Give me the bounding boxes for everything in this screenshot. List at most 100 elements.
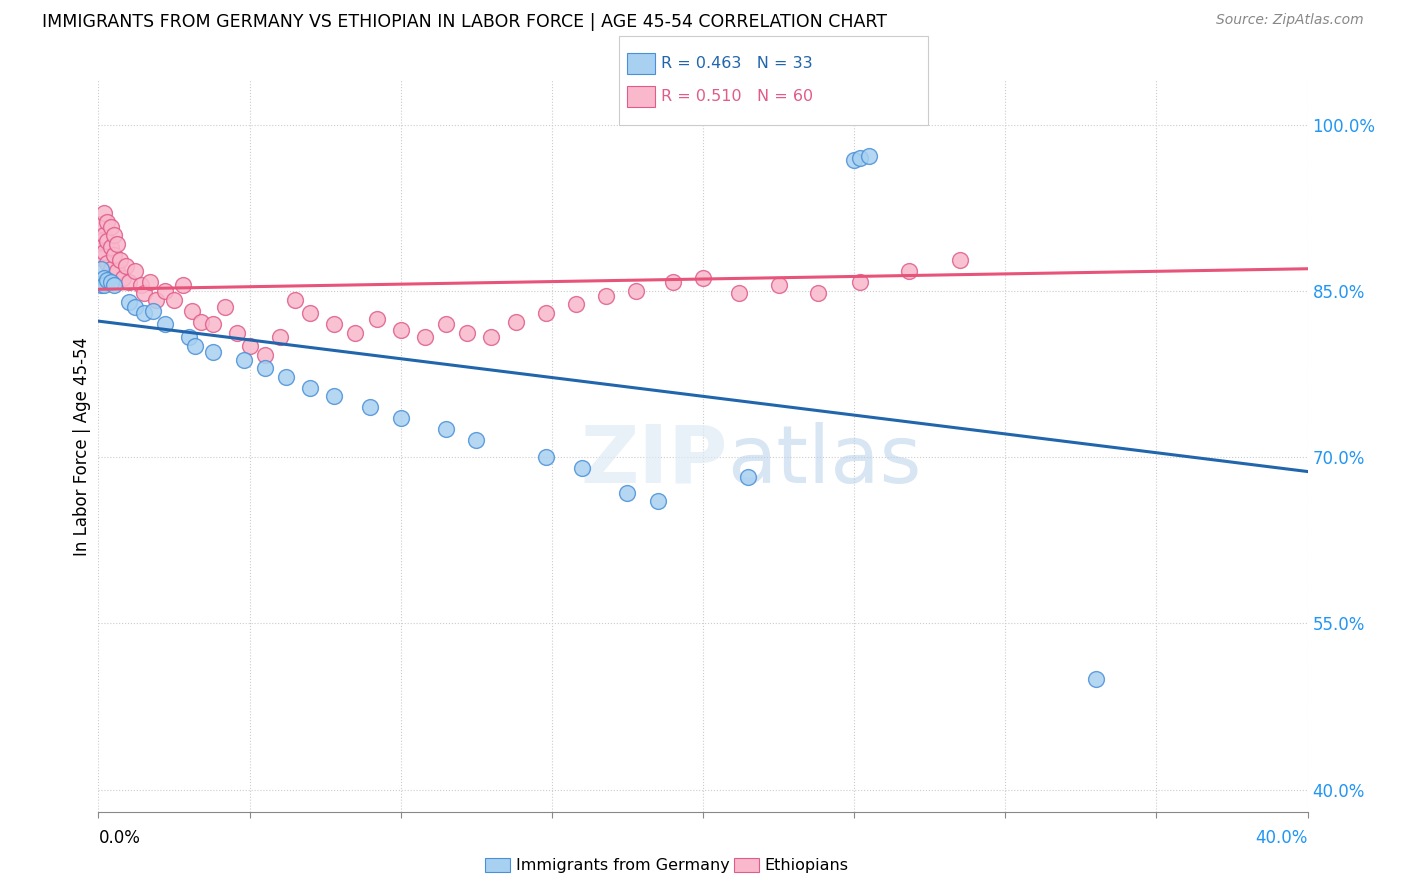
Point [662,275,685,289]
Point [93,245,115,260]
Point [481,330,503,344]
Point [595,289,617,303]
Point [179,330,201,344]
Point [118,294,141,309]
Text: R = 0.463   N = 33: R = 0.463 N = 33 [661,56,813,70]
Point [768,278,790,293]
Point [647,494,669,508]
Point [299,306,322,320]
Point [190,315,212,329]
Point [184,339,207,353]
Point [100,275,122,289]
Point [90,251,112,265]
Point [849,275,872,289]
Text: IMMIGRANTS FROM GERMANY VS ETHIOPIAN IN LABOR FORCE | AGE 45-54 CORRELATION CHAR: IMMIGRANTS FROM GERMANY VS ETHIOPIAN IN … [42,13,887,31]
Point [132,286,155,301]
Point [692,270,714,285]
Point [103,278,125,293]
Point [163,293,186,307]
Point [90,261,112,276]
Point [1085,672,1108,686]
Point [626,284,648,298]
Point [949,252,972,267]
Point [434,317,457,331]
Point [284,293,307,307]
Point [90,234,112,248]
Text: Source: ZipAtlas.com: Source: ZipAtlas.com [1216,13,1364,28]
Point [90,218,112,232]
Point [96,273,118,287]
Point [96,256,118,270]
Point [202,344,225,359]
Text: ZIP: ZIP [579,422,727,500]
Point [232,352,254,367]
Point [565,297,588,311]
Point [96,234,118,248]
Point [118,275,141,289]
Point [93,278,115,293]
Point [323,317,346,331]
Point [858,148,880,162]
Point [96,215,118,229]
Point [124,301,146,315]
Point [844,153,866,167]
Point [214,301,236,315]
Point [505,315,527,329]
Text: 40.0%: 40.0% [1256,829,1308,847]
Point [323,389,346,403]
Point [360,401,382,415]
Point [111,270,134,285]
Point [93,228,115,243]
Point [108,252,131,267]
Point [153,317,176,331]
Point [807,286,830,301]
Point [202,317,225,331]
Point [226,326,249,340]
Point [100,219,122,234]
Point [456,326,478,340]
Point [737,470,759,484]
Point [465,434,488,448]
Point [103,228,125,243]
Text: 0.0%: 0.0% [98,829,141,847]
Point [93,206,115,220]
Point [413,330,436,344]
Point [100,239,122,253]
Point [366,311,388,326]
Point [142,303,165,318]
Point [389,323,412,337]
Point [534,306,557,320]
Point [299,381,322,395]
Point [571,461,593,475]
Point [172,278,194,293]
Point [728,286,751,301]
Point [105,264,128,278]
Point [239,339,262,353]
Point [616,485,638,500]
Point [153,284,176,298]
Point [897,264,920,278]
Text: R = 0.510   N = 60: R = 0.510 N = 60 [661,89,813,103]
Point [129,278,152,293]
Point [103,248,125,262]
Point [105,237,128,252]
Point [253,361,276,376]
Point [114,260,136,274]
Point [269,330,291,344]
Point [344,326,367,340]
Text: atlas: atlas [727,422,921,500]
Point [434,422,457,436]
Point [139,275,162,289]
Point [132,306,155,320]
Point [100,261,122,276]
Point [145,293,167,307]
Point [124,264,146,278]
Point [181,303,204,318]
Text: Immigrants from Germany: Immigrants from Germany [516,858,730,872]
Point [90,278,112,293]
Text: Ethiopians: Ethiopians [765,858,849,872]
Point [253,348,276,362]
Point [849,151,872,165]
Point [534,450,557,464]
Point [274,370,297,384]
